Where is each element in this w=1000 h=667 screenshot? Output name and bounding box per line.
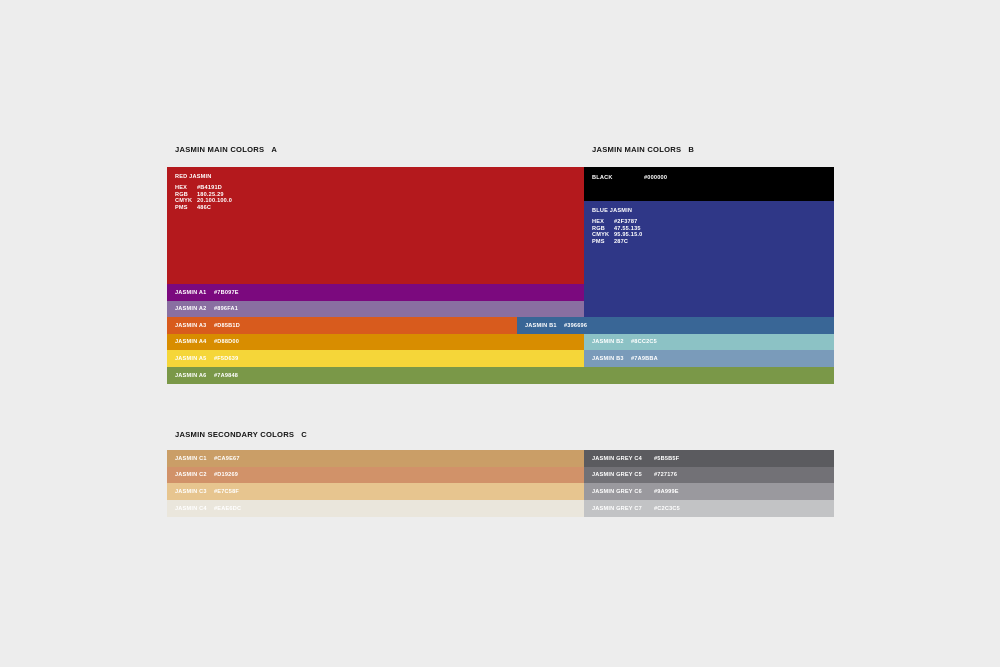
swatch-jasmin-c2: JASMIN C2 #D19269 xyxy=(167,467,584,483)
spec-line-cmyk: CMYK 95.95.15.0 xyxy=(592,232,826,239)
swatch-hex: #9A999E xyxy=(654,488,679,495)
swatch-name: JASMIN B3 xyxy=(592,355,624,362)
spec-key: HEX xyxy=(592,219,605,226)
swatch-hex: #D85B1D xyxy=(214,322,240,329)
spec-line-rgb: RGB 47.55.135 xyxy=(592,226,826,233)
spec-key: RGB xyxy=(592,225,606,232)
spec-line-pms: PMS 486C xyxy=(175,205,576,212)
swatch-jasmin-a4: JASMIN A4 #D88D00 xyxy=(167,334,584,350)
swatch-hex: #727176 xyxy=(654,472,678,478)
swatch-hex: #F5D639 xyxy=(214,355,239,362)
swatch-jasmin-b1: JASMIN B1 #396696 xyxy=(517,317,834,334)
spec-line-cmyk: CMYK 20.100.100.0 xyxy=(175,198,576,205)
spec-value: 287C xyxy=(614,239,629,246)
swatch-jasmin-c4: JASMIN C4 #EAE6DC xyxy=(167,500,584,517)
swatch-name: JASMIN A1 xyxy=(175,289,207,296)
swatch-hex: #CA9E67 xyxy=(214,455,240,462)
spec-value: 486C xyxy=(197,205,212,212)
swatch-hex: #7B097E xyxy=(214,289,239,296)
swatch-name: JASMIN A2 xyxy=(175,306,207,312)
swatch-name: JASMIN B1 xyxy=(525,322,557,329)
spec-line-pms: PMS 287C xyxy=(592,239,826,246)
spec-key: CMYK xyxy=(175,198,193,205)
swatch-jasmin-grey-c5: JASMIN GREY C5 #727176 xyxy=(584,467,834,483)
swatch-hex: #C2C3C5 xyxy=(654,505,680,512)
swatch-jasmin-a1: JASMIN A1 #7B097E xyxy=(167,284,584,301)
spec-line-hex: HEX #B4191D xyxy=(175,185,576,192)
swatch-black: BLACK #000000 xyxy=(584,167,834,201)
swatch-hex: #7A9BBA xyxy=(631,355,658,362)
spec-value: #2F3787 xyxy=(614,219,638,226)
swatch-hex: #000000 xyxy=(644,175,668,181)
swatch-hex: #896FA1 xyxy=(214,306,239,312)
swatch-name: JASMIN A4 xyxy=(175,339,207,345)
swatch-name: JASMIN A5 xyxy=(175,355,207,362)
spec-value: 180.25.29 xyxy=(197,191,224,198)
swatch-name: JASMIN C3 xyxy=(175,488,207,495)
swatch-name: BLACK xyxy=(592,175,613,181)
heading-letter: A xyxy=(271,145,278,154)
spec-key: PMS xyxy=(592,239,605,246)
heading-letter: C xyxy=(301,430,307,439)
swatch-name: JASMIN GREY C5 xyxy=(592,472,642,478)
spec-value: 20.100.100.0 xyxy=(197,198,233,205)
spec-value: 47.55.135 xyxy=(614,225,641,232)
swatch-jasmin-grey-c4: JASMIN GREY C4 #5B5B5F xyxy=(584,450,834,467)
spec-value: 95.95.15.0 xyxy=(614,232,643,239)
swatch-hex: #D88D00 xyxy=(214,339,240,345)
swatch-jasmin-c1: JASMIN C1 #CA9E67 xyxy=(167,450,584,467)
spec-key: RGB xyxy=(175,191,189,198)
swatch-red-jasmin: RED JASMIN HEX #B4191D RGB 180.25.29 CMYK 2… xyxy=(167,167,584,284)
swatch-hex: #7A9848 xyxy=(214,372,239,379)
swatch-jasmin-a6: JASMIN A6 #7A9848 xyxy=(167,367,834,384)
swatch-name: JASMIN C1 xyxy=(175,455,207,462)
swatch-hex: #E7C58F xyxy=(214,488,240,495)
heading-secondary-colors-c: JASMIN SECONDARY COLORS C xyxy=(175,430,307,439)
spec-line-hex: HEX #2F3787 xyxy=(592,219,826,226)
heading-title: JASMIN SECONDARY COLORS xyxy=(175,430,295,439)
swatch-hex: #5B5B5F xyxy=(654,455,680,462)
swatch-jasmin-a3: JASMIN A3 #D85B1D xyxy=(167,317,517,334)
swatch-name: JASMIN GREY C7 xyxy=(592,505,642,512)
swatch-jasmin-a2: JASMIN A2 #896FA1 xyxy=(167,301,584,317)
swatch-name: JASMIN A6 xyxy=(175,372,207,379)
swatch-name: JASMIN GREY C6 xyxy=(592,488,642,495)
swatch-title: RED JASMIN xyxy=(175,174,212,180)
spec-key: PMS xyxy=(175,205,188,212)
swatch-jasmin-a5: JASMIN A5 #F5D639 xyxy=(167,350,584,367)
swatch-jasmin-grey-c7: JASMIN GREY C7 #C2C3C5 xyxy=(584,500,834,517)
swatch-name: JASMIN A3 xyxy=(175,322,207,329)
heading-main-colors-a: JASMIN MAIN COLORS A xyxy=(175,145,277,154)
swatch-jasmin-b2: JASMIN B2 #8CC2C5 xyxy=(584,334,834,350)
swatch-jasmin-grey-c6: JASMIN GREY C6 #9A999E xyxy=(584,483,834,500)
swatch-name: JASMIN GREY C4 xyxy=(592,455,642,462)
heading-title: JASMIN MAIN COLORS xyxy=(592,145,682,154)
swatch-name: JASMIN B2 xyxy=(592,339,624,345)
swatch-hex: #D19269 xyxy=(214,472,239,478)
swatch-hex: #8CC2C5 xyxy=(631,339,657,345)
swatch-title: BLUE JASMIN xyxy=(592,208,633,214)
spec-line-rgb: RGB 180.25.29 xyxy=(175,192,576,199)
swatch-name: JASMIN C4 xyxy=(175,505,207,512)
spec-key: CMYK xyxy=(592,232,610,239)
heading-letter: B xyxy=(688,145,695,154)
swatch-hex: #EAE6DC xyxy=(214,505,242,512)
spec-key: HEX xyxy=(175,185,188,192)
swatch-jasmin-b3: JASMIN B3 #7A9BBA xyxy=(584,350,834,367)
heading-title: JASMIN MAIN COLORS xyxy=(175,145,265,154)
swatch-name: JASMIN C2 xyxy=(175,472,207,478)
swatch-hex: #396696 xyxy=(564,322,588,329)
swatch-jasmin-c3: JASMIN C3 #E7C58F xyxy=(167,483,584,500)
swatch-blue-jasmin: BLUE JASMIN HEX #2F3787 RGB 47.55.135 CMYK… xyxy=(584,201,834,317)
heading-main-colors-b: JASMIN MAIN COLORS B xyxy=(592,145,694,154)
spec-value: #B4191D xyxy=(197,185,223,192)
